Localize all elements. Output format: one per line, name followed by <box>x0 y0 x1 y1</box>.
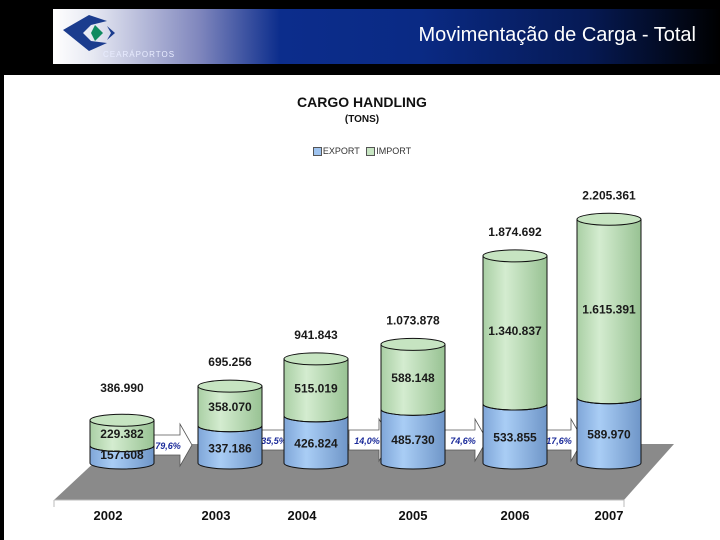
cearaportos-logo-icon <box>63 15 115 51</box>
export-value-label: 589.970 <box>587 427 631 441</box>
bar-2006: 533.855 1.340.837 1.874.692 <box>482 225 548 470</box>
slide-header: CEARÁPORTOS Movimentação de Carga - Tota… <box>53 9 720 64</box>
bar-2004: 426.824 515.019 941.843 <box>283 328 349 470</box>
chart-legend: EXPORT IMPORT <box>4 146 720 157</box>
x-tick-label: 2007 <box>595 508 624 523</box>
import-value-label: 1.615.391 <box>582 303 636 317</box>
export-segment <box>380 408 446 470</box>
total-value-label: 695.256 <box>208 355 252 369</box>
export-segment <box>482 403 548 470</box>
export-value-label: 533.855 <box>493 431 537 445</box>
logo-text: CEARÁPORTOS <box>103 50 176 59</box>
export-value-label: 157.608 <box>100 448 144 462</box>
growth-arrow: 74,6% <box>444 417 488 463</box>
bar-2003: 337.186 358.070 695.256 <box>197 355 263 470</box>
chart-subtitle: (TONS) <box>344 114 380 125</box>
total-value-label: 941.843 <box>294 328 338 342</box>
import-value-label: 358.070 <box>208 400 252 414</box>
bar-2005: 485.730 588.148 1.073.878 <box>380 313 446 470</box>
export-segment <box>576 397 642 470</box>
x-tick-label: 2004 <box>288 508 318 523</box>
import-value-label: 588.148 <box>391 371 435 385</box>
chart-area: CARGO HANDLING (TONS) EXPORT IMPORT 79,6… <box>4 75 720 540</box>
export-value-label: 426.824 <box>294 436 338 450</box>
export-value-label: 337.186 <box>208 441 252 455</box>
export-segment <box>197 425 263 470</box>
import-value-label: 229.382 <box>100 427 144 441</box>
svg-text:35,5%: 35,5% <box>261 436 287 446</box>
growth-arrow: 79,6% <box>149 422 193 468</box>
svg-text:17,6%: 17,6% <box>546 436 572 446</box>
import-swatch-icon <box>366 147 376 157</box>
x-tick-label: 2006 <box>501 508 530 523</box>
import-value-label: 515.019 <box>294 381 338 395</box>
x-tick-label: 2002 <box>94 508 123 523</box>
export-segment <box>89 445 155 470</box>
stacked-cylinder-chart: 79,6% 35,5% 14,0% 74,6% 17,6% 157.608 229.382 3… <box>53 188 674 523</box>
bar-2007: 589.970 1.615.391 2.205.361 <box>576 188 642 470</box>
x-tick-label: 2005 <box>399 508 428 523</box>
total-value-label: 2.205.361 <box>582 188 636 202</box>
import-value-label: 1.340.837 <box>488 324 542 338</box>
slide-title: Movimentação de Carga - Total <box>418 24 696 46</box>
total-value-label: 1.073.878 <box>386 313 440 327</box>
export-swatch-icon <box>312 147 322 157</box>
legend-item-import: IMPORT <box>366 146 411 157</box>
legend-item-export: EXPORT <box>312 146 360 157</box>
export-value-label: 485.730 <box>391 433 435 447</box>
total-value-label: 386.990 <box>100 381 144 395</box>
svg-text:14,0%: 14,0% <box>354 436 380 446</box>
svg-text:74,6%: 74,6% <box>450 436 476 446</box>
svg-text:79,6%: 79,6% <box>155 441 181 451</box>
total-value-label: 1.874.692 <box>488 225 542 239</box>
chart-title: CARGO HANDLING <box>297 94 427 110</box>
export-segment <box>283 415 349 470</box>
x-tick-label: 2003 <box>202 508 231 523</box>
bar-2002: 157.608 229.382 386.990 <box>89 381 155 470</box>
